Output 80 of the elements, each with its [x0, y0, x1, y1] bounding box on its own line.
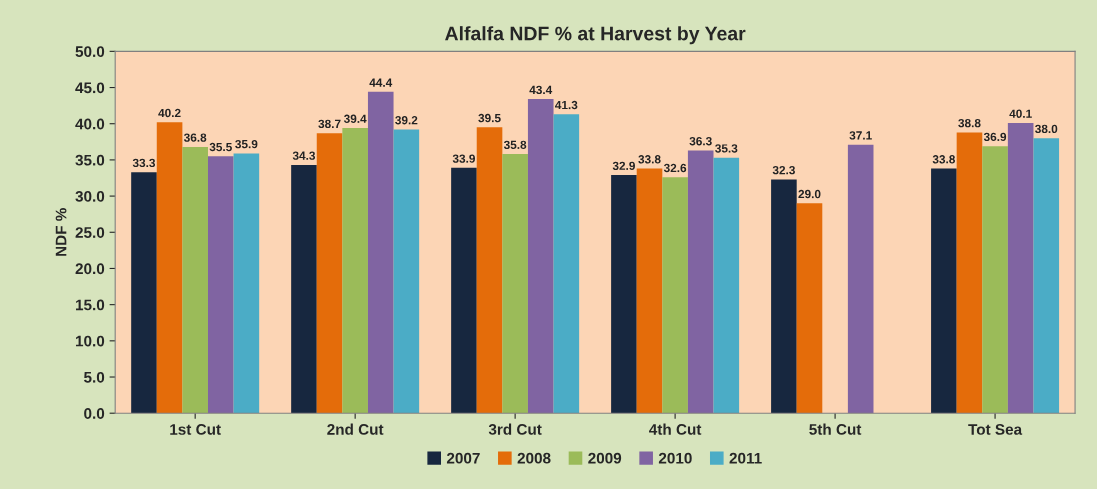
bar	[527, 99, 554, 414]
bar	[636, 168, 663, 414]
data-label: 39.5	[478, 113, 501, 123]
x-tick-label: 3rd Cut	[488, 423, 542, 435]
y-tick-label: 30.0	[75, 190, 105, 202]
y-tick-label: 15.0	[76, 299, 105, 311]
chart-title: Alfalfa NDF % at Harvest by Year	[445, 26, 746, 45]
data-label: 34.3	[292, 151, 316, 160]
y-tick-label: 25.0	[75, 227, 105, 238]
bar	[131, 172, 157, 414]
bar	[713, 157, 740, 414]
bar	[367, 91, 394, 414]
bar	[342, 128, 368, 414]
bar	[956, 132, 983, 414]
bar	[207, 156, 234, 414]
y-axis-title: NDF %	[55, 208, 67, 256]
bar	[553, 114, 580, 414]
y-tick-label: 10.0	[76, 335, 105, 347]
bar	[233, 153, 260, 414]
data-label: 33.8	[932, 155, 955, 164]
x-tick-label: 1st Cut	[170, 424, 221, 435]
data-label: 38.0	[1035, 124, 1058, 134]
data-label: 43.4	[529, 85, 553, 95]
bar	[611, 175, 637, 414]
bar	[451, 167, 477, 414]
y-tick-label: 5.0	[84, 371, 105, 383]
x-tick-label: 5th Cut	[809, 423, 862, 435]
bar	[1033, 138, 1060, 414]
bar	[687, 150, 714, 414]
data-label: 39.4	[343, 114, 367, 123]
data-label: 39.2	[395, 116, 418, 125]
bar	[476, 127, 503, 414]
data-label: 35.5	[209, 142, 232, 152]
y-tick-label: 40.0	[75, 118, 105, 130]
bar	[156, 122, 183, 414]
legend-label: 2009	[588, 452, 622, 464]
data-label: 35.9	[235, 139, 258, 149]
x-tick-label: 2nd Cut	[327, 423, 384, 435]
bar	[393, 129, 420, 414]
legend-label: 2011	[729, 452, 762, 464]
bar	[771, 179, 797, 414]
bar	[982, 146, 1008, 414]
data-label: 33.3	[132, 158, 156, 168]
bar	[796, 203, 823, 414]
y-tick-label: 0.0	[84, 408, 105, 419]
y-tick-label: 50.0	[75, 46, 105, 58]
data-label: 37.1	[849, 131, 872, 140]
bar	[662, 177, 688, 414]
y-tick-label: 35.0	[75, 154, 105, 166]
bar	[931, 168, 957, 414]
bar	[316, 133, 343, 414]
bar	[502, 154, 528, 414]
data-label: 33.8	[638, 155, 661, 164]
bar	[182, 146, 208, 414]
y-tick-label: 20.0	[75, 263, 105, 275]
data-label: 35.3	[715, 144, 738, 153]
x-tick-label: 4th Cut	[649, 423, 702, 435]
data-label: 36.3	[689, 137, 712, 146]
data-label: 33.9	[452, 154, 475, 163]
data-label: 38.8	[958, 118, 981, 128]
data-label: 40.2	[158, 108, 181, 118]
legend-label: 2008	[517, 452, 551, 464]
y-tick-label: 45.0	[75, 82, 105, 94]
data-label: 40.1	[1009, 109, 1032, 118]
data-label: 41.3	[555, 100, 578, 110]
bar	[291, 164, 317, 414]
bar	[1007, 122, 1034, 414]
data-label: 29.0	[798, 189, 821, 199]
data-label: 35.8	[503, 140, 527, 150]
bar	[847, 144, 874, 414]
data-label: 36.9	[983, 132, 1007, 142]
legend-label: 2007	[446, 452, 480, 464]
x-tick-label: Tot Sea	[968, 424, 1023, 435]
data-label: 32.3	[772, 165, 795, 175]
data-label: 32.9	[612, 161, 635, 171]
data-label: 38.7	[318, 119, 341, 129]
legend-label: 2010	[658, 452, 692, 464]
data-label: 32.6	[663, 163, 687, 173]
data-label: 36.8	[183, 133, 207, 142]
data-label: 44.4	[369, 78, 393, 87]
